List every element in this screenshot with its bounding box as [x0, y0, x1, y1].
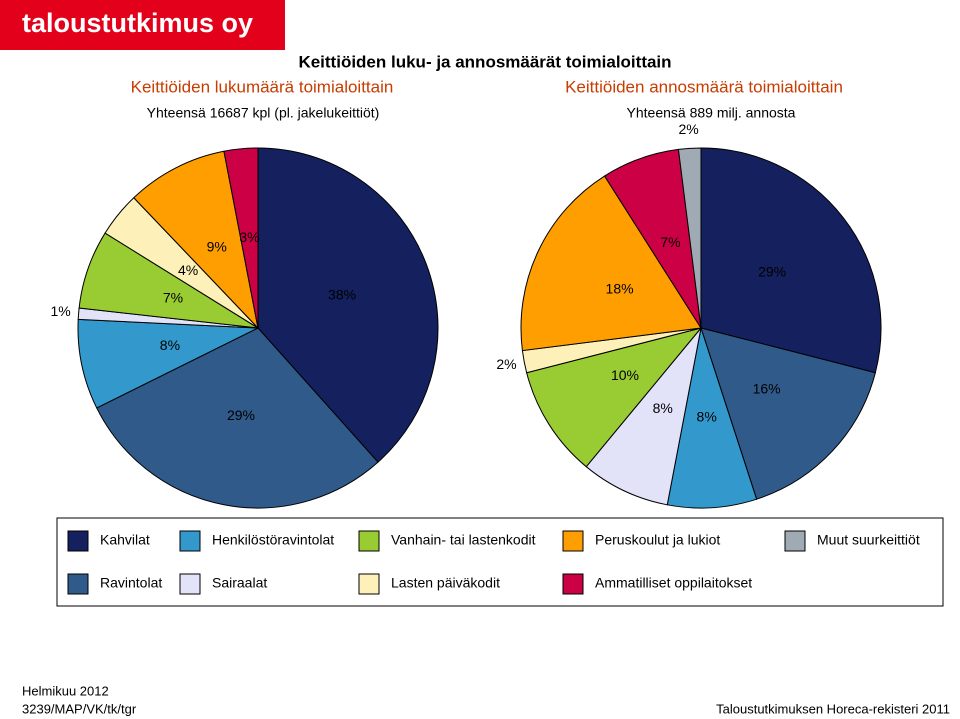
legend-label: Henkilöstöravintolat	[212, 532, 334, 548]
pie-slice	[677, 147, 702, 329]
pie-slice	[96, 327, 379, 509]
legend-swatch	[562, 573, 584, 595]
chart-title: Keittiöiden lukumäärä toimialoittain	[131, 77, 394, 96]
value-label: 2%	[496, 356, 516, 372]
logo-banner	[0, 0, 285, 50]
legend-swatch	[358, 530, 380, 552]
legend-label: Muut suurkeittiöt	[817, 532, 920, 548]
value-label: 8%	[160, 337, 180, 353]
legend-label: Sairaalat	[212, 575, 267, 591]
main-title: Keittiöiden luku- ja annosmäärät toimial…	[298, 52, 671, 71]
value-label: 38%	[328, 287, 356, 303]
chart-title: Keittiöiden annosmäärä toimialoittain	[565, 77, 843, 96]
pie-slice	[77, 318, 260, 409]
legend-swatch	[67, 573, 89, 595]
pie-slice	[666, 327, 758, 509]
legend-swatch	[179, 573, 201, 595]
value-label: 29%	[227, 407, 255, 423]
legend-label: Lasten päiväkodit	[391, 575, 500, 591]
chart-subtitle: Yhteensä 889 milj. annosta	[627, 105, 796, 121]
legend-swatch	[784, 530, 806, 552]
pie-slice	[520, 175, 702, 352]
chart-subtitle: Yhteensä 16687 kpl (pl. jakelukeittiöt)	[147, 105, 380, 121]
pie-slice	[133, 150, 259, 330]
value-label: 9%	[207, 239, 227, 255]
pie-slice	[585, 327, 702, 506]
pie-slice	[257, 147, 439, 463]
footer-code: 3239/MAP/VK/tk/tgr	[22, 701, 137, 716]
value-label: 29%	[758, 264, 786, 280]
footer-date: Helmikuu 2012	[22, 683, 109, 698]
value-label: 16%	[753, 380, 781, 396]
pie-slice	[526, 327, 703, 468]
legend-swatch	[67, 530, 89, 552]
pie-slice	[700, 147, 882, 374]
legend-swatch	[179, 530, 201, 552]
value-label: 4%	[178, 262, 198, 278]
pie-slice	[223, 147, 259, 329]
value-label: 7%	[660, 234, 680, 250]
legend-label: Vanhain- tai lastenkodit	[391, 532, 536, 548]
legend-label: Ravintolat	[100, 575, 162, 591]
value-label: 10%	[611, 367, 639, 383]
value-label: 18%	[606, 280, 634, 296]
value-label: 3%	[239, 229, 259, 245]
legend-label: Ammatilliset oppilaitokset	[595, 575, 752, 591]
pie-slice	[700, 327, 876, 500]
value-label: 7%	[163, 289, 183, 305]
value-label: 8%	[697, 409, 717, 425]
value-label: 2%	[678, 121, 698, 137]
footer-source: Taloustutkimuksen Horeca-rekisteri 2011	[716, 701, 950, 716]
logo: taloustutkimus oy	[22, 8, 253, 38]
value-label: 1%	[51, 303, 71, 319]
value-label: 8%	[653, 400, 673, 416]
legend-label: Peruskoulut ja lukiot	[595, 532, 720, 548]
legend-label: Kahvilat	[100, 532, 150, 548]
legend-swatch	[562, 530, 584, 552]
legend-swatch	[358, 573, 380, 595]
